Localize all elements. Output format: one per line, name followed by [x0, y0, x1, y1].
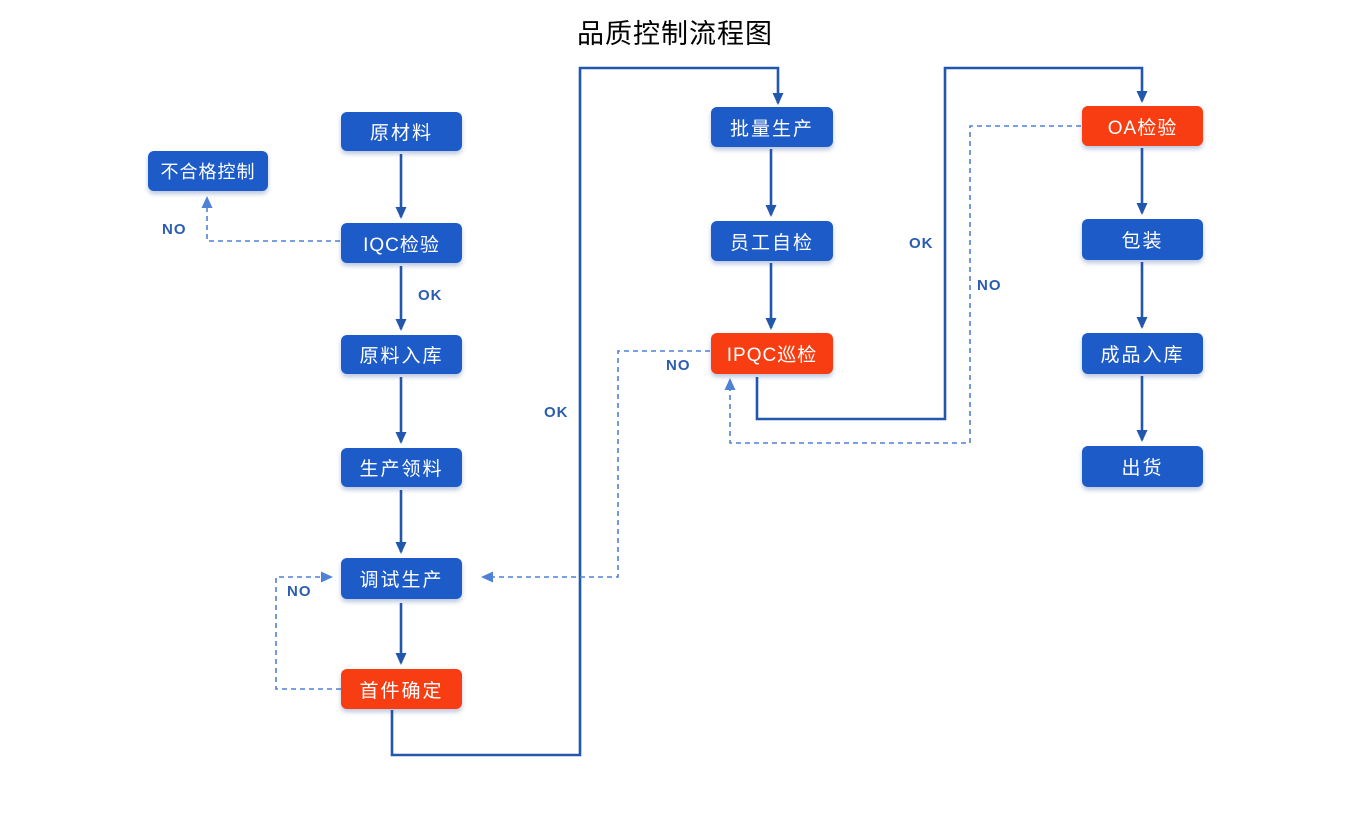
- edge-label-iqc-no: NO: [162, 221, 187, 238]
- node-ipqc-patrol-inspection: IPQC巡检: [711, 333, 833, 374]
- page-title: 品质控制流程图: [577, 19, 773, 49]
- node-production-material-picking: 生产领料: [341, 448, 462, 487]
- node-raw-material-storage: 原料入库: [341, 335, 462, 374]
- edge-iqc-to-nonconforming: [201, 196, 340, 242]
- edge-ipqc-to-oa: [755, 66, 1148, 421]
- node-finished-goods-storage: 成品入库: [1082, 333, 1203, 374]
- edge-label-ipqc-no: NO: [666, 357, 691, 374]
- edge-label-iqc-ok: OK: [418, 287, 443, 304]
- node-nonconforming-control: 不合格控制: [148, 151, 268, 191]
- node-batch-production: 批量生产: [711, 107, 833, 147]
- edge-label-oa-no: NO: [977, 277, 1002, 294]
- edge-label-first-article-no: NO: [287, 583, 312, 600]
- node-trial-production: 调试生产: [341, 558, 462, 599]
- node-oa-inspection: OA检验: [1082, 106, 1203, 146]
- edge-label-first-article-ok: OK: [544, 404, 569, 421]
- edge-ipqc-to-trial: [481, 350, 710, 583]
- edge-first-article-to-batch: [390, 66, 784, 757]
- node-raw-material: 原材料: [341, 112, 462, 151]
- node-employee-self-inspection: 员工自检: [711, 221, 833, 261]
- node-iqc-inspection: IQC检验: [341, 223, 462, 263]
- node-packaging: 包装: [1082, 219, 1203, 260]
- node-shipment: 出货: [1082, 446, 1203, 487]
- edge-label-ipqc-ok: OK: [909, 235, 934, 252]
- edge-oa-to-ipqc: [724, 125, 1081, 444]
- node-first-article-confirmation: 首件确定: [341, 669, 462, 709]
- edge-first-article-to-trial: [275, 571, 341, 690]
